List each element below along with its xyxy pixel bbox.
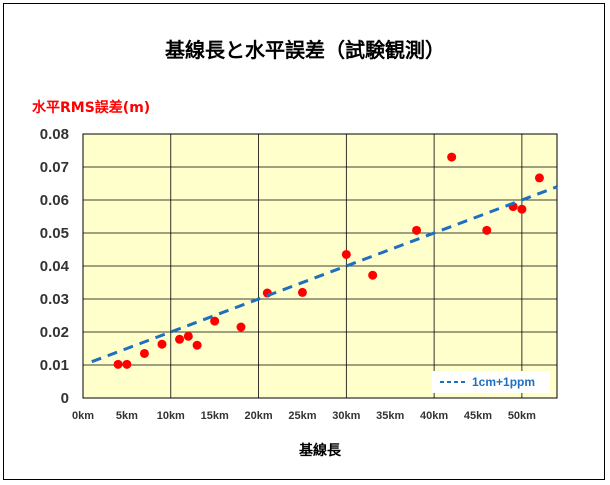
data-point bbox=[534, 173, 544, 183]
y-tick-label: 0.03 bbox=[40, 291, 69, 308]
data-point bbox=[192, 340, 202, 350]
x-tick-label: 0km bbox=[72, 410, 94, 422]
data-point bbox=[368, 270, 378, 280]
data-point bbox=[341, 249, 351, 259]
y-tick-label: 0 bbox=[61, 390, 69, 407]
y-tick-label: 0.07 bbox=[40, 159, 69, 176]
data-point bbox=[157, 339, 167, 349]
y-tick-label: 0.04 bbox=[40, 258, 70, 275]
y-tick-label: 0.01 bbox=[40, 357, 69, 374]
y-tick-label: 0.02 bbox=[40, 324, 69, 341]
y-tick-label: 0.05 bbox=[40, 225, 69, 242]
data-point bbox=[236, 322, 246, 332]
data-point bbox=[175, 334, 185, 344]
data-point bbox=[297, 287, 307, 297]
data-point bbox=[447, 152, 457, 162]
legend-box bbox=[432, 371, 550, 393]
x-tick-label: 10km bbox=[157, 410, 185, 422]
chart-title: 基線長と水平誤差（試験観測） bbox=[165, 38, 445, 62]
x-tick-label: 20km bbox=[244, 410, 272, 422]
y-tick-label: 0.06 bbox=[40, 192, 69, 209]
legend-label: 1cm+1ppm bbox=[472, 375, 535, 389]
data-point bbox=[122, 359, 132, 369]
y-axis-label: 水平RMS誤差(m) bbox=[32, 100, 151, 116]
x-tick-label: 35km bbox=[376, 410, 404, 422]
x-tick-label: 5km bbox=[116, 410, 138, 422]
x-tick-label: 15km bbox=[201, 410, 229, 422]
data-point bbox=[139, 348, 149, 358]
data-point bbox=[210, 316, 220, 326]
x-tick-label: 50km bbox=[508, 410, 536, 422]
x-tick-label: 45km bbox=[464, 410, 492, 422]
x-axis-label: 基線長 bbox=[299, 443, 341, 459]
trend-line bbox=[91, 185, 558, 364]
x-tick-label: 30km bbox=[332, 410, 360, 422]
x-tick-label: 40km bbox=[420, 410, 448, 422]
y-tick-label: 0.08 bbox=[40, 126, 69, 143]
data-point bbox=[183, 331, 193, 341]
x-tick-label: 25km bbox=[288, 410, 316, 422]
data-point bbox=[517, 204, 527, 214]
data-point bbox=[113, 359, 123, 369]
data-point bbox=[412, 225, 422, 235]
data-point bbox=[482, 225, 492, 235]
